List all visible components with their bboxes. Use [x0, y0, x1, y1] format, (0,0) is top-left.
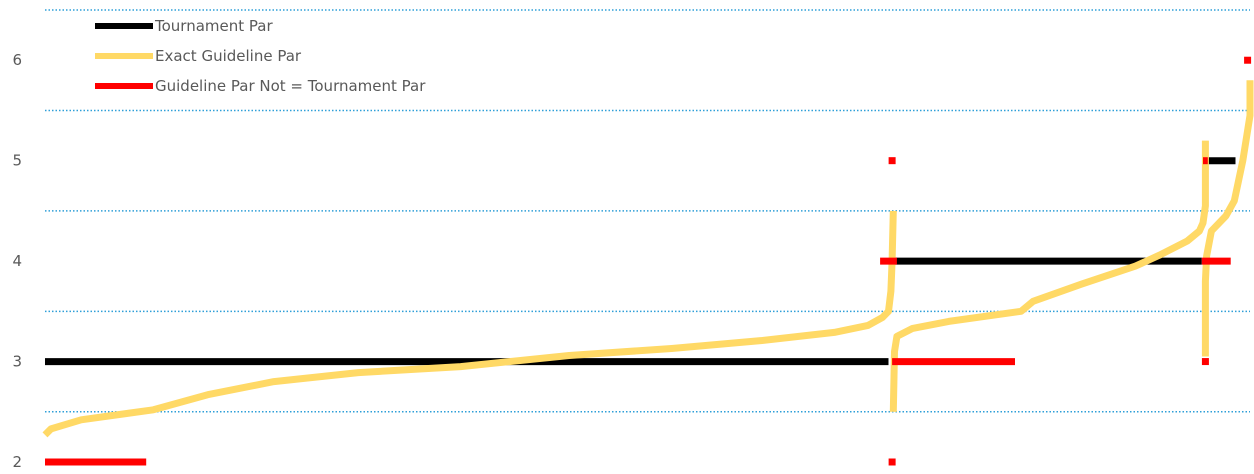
legend-item-exact-guideline-par: Exact Guideline Par — [95, 47, 302, 65]
legend-label: Guideline Par Not = Tournament Par — [155, 77, 426, 95]
legend-item-guideline-par-not-tournament-par: Guideline Par Not = Tournament Par — [95, 77, 426, 95]
series-line-exact-guideline-par — [42, 210, 897, 438]
legend-label: Tournament Par — [154, 17, 273, 35]
y-tick-label: 2 — [12, 453, 22, 471]
data-point — [888, 458, 896, 466]
y-axis: 2 3 4 5 6 — [12, 51, 22, 471]
data-point — [1201, 358, 1209, 366]
y-tick-label: 3 — [12, 353, 22, 371]
series-tournament-par — [45, 157, 1236, 366]
series-line-exact-guideline-par — [889, 140, 1209, 412]
series-exact-guideline-par — [42, 80, 1254, 438]
series-guideline-par-not-tournament-par — [45, 56, 1252, 466]
legend: Tournament Par Exact Guideline Par Guideli… — [95, 17, 426, 95]
y-tick-label: 5 — [12, 152, 22, 170]
data-point — [888, 157, 896, 165]
data-point — [1244, 56, 1252, 64]
series-group — [42, 56, 1254, 466]
y-tick-label: 6 — [12, 51, 22, 69]
series-line-exact-guideline-par — [1201, 80, 1254, 357]
y-tick-label: 4 — [12, 252, 22, 270]
legend-item-tournament-par: Tournament Par — [95, 17, 273, 35]
legend-label: Exact Guideline Par — [155, 47, 302, 65]
gridlines — [45, 9, 1250, 413]
